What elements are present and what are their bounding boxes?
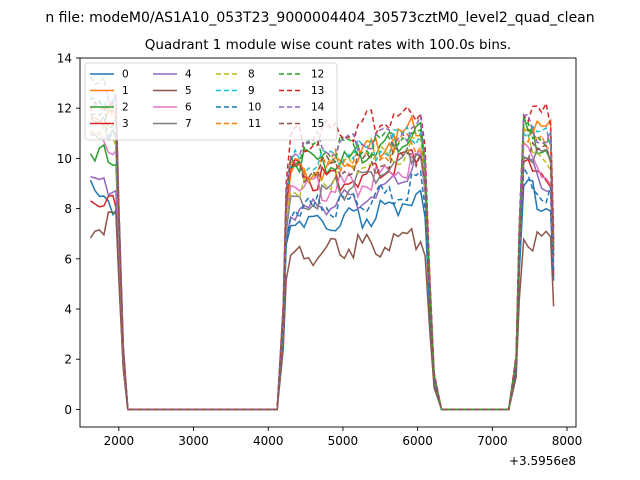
legend-entry: 7 — [185, 118, 192, 130]
x-tick-label: 6000 — [402, 434, 433, 448]
legend-entry: 14 — [311, 102, 325, 114]
x-tick-label: 7000 — [477, 434, 508, 448]
chart-title: Quadrant 1 module wise count rates with … — [145, 37, 511, 53]
x-tick-label: 4000 — [253, 434, 284, 448]
legend-entry: 1 — [122, 85, 129, 97]
y-axis: 0 2 4 6 8 10 12 14 — [57, 52, 80, 417]
legend-entry: 6 — [185, 102, 192, 114]
x-tick-label: 3000 — [178, 434, 209, 448]
y-tick-label: 4 — [64, 303, 72, 317]
y-tick-label: 2 — [64, 353, 72, 367]
y-tick-label: 6 — [64, 252, 72, 266]
legend-entry: 8 — [248, 69, 255, 81]
legend-entry: 12 — [311, 69, 324, 81]
y-tick-label: 12 — [57, 102, 72, 116]
x-tick-label: 2000 — [104, 434, 135, 448]
legend-entry: 3 — [122, 118, 129, 130]
legend-entry: 5 — [185, 85, 192, 97]
legend-entry: 4 — [185, 69, 192, 81]
legend-entry: 15 — [311, 118, 324, 130]
legend-entry: 0 — [122, 69, 129, 81]
y-tick-label: 0 — [64, 403, 72, 417]
x-axis: 2000 3000 4000 5000 6000 7000 8000 — [104, 427, 583, 448]
chart-suptitle: n file: modeM0/AS1A10_053T23_9000004404_… — [45, 10, 594, 26]
legend-entry: 10 — [248, 102, 261, 114]
legend-frame — [84, 62, 338, 141]
series-line-15 — [90, 103, 555, 411]
legend-entry: 13 — [311, 85, 324, 97]
legend-entry: 2 — [122, 102, 129, 114]
series-lines — [89, 75, 555, 411]
y-tick-label: 14 — [57, 52, 72, 66]
x-tick-label: 5000 — [328, 434, 359, 448]
plot-frame — [79, 57, 577, 428]
legend-entry: 9 — [248, 85, 255, 97]
x-tick-label: 8000 — [552, 434, 583, 448]
x-offset-text: +3.5956e8 — [509, 454, 576, 468]
y-tick-label: 8 — [64, 202, 72, 216]
legend-entry: 11 — [248, 118, 261, 130]
y-tick-label: 10 — [57, 152, 72, 166]
